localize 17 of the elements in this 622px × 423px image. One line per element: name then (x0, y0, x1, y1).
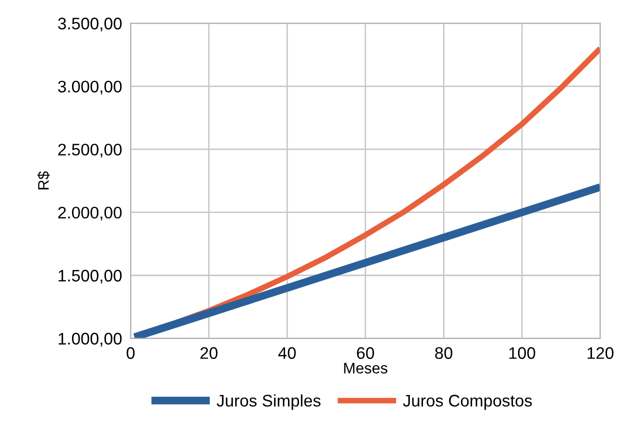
x-tick-label: 40 (278, 347, 296, 359)
y-axis-title: R$ (37, 171, 50, 190)
x-tick-label: 20 (200, 347, 218, 359)
y-tick-label: 1.500,00 (58, 270, 122, 284)
y-tick-label: 1.000,00 (58, 332, 122, 347)
x-tick-label: 0 (126, 347, 135, 359)
y-tick-label: 3.000,00 (58, 80, 122, 94)
legend-label: Juros Compostos (403, 394, 532, 410)
x-tick-label: 60 (357, 347, 374, 359)
x-tick-label: 100 (509, 347, 536, 359)
legend-label: Juros Simples (216, 394, 321, 410)
y-tick-label: 2.500,00 (58, 144, 122, 158)
x-axis-title: Meses (344, 362, 388, 374)
x-tick-label: 80 (435, 347, 452, 359)
x-tick-label: 120 (588, 347, 614, 359)
y-tick-label: 2.000,00 (58, 206, 122, 221)
y-tick-label: 3.500,00 (58, 18, 122, 32)
